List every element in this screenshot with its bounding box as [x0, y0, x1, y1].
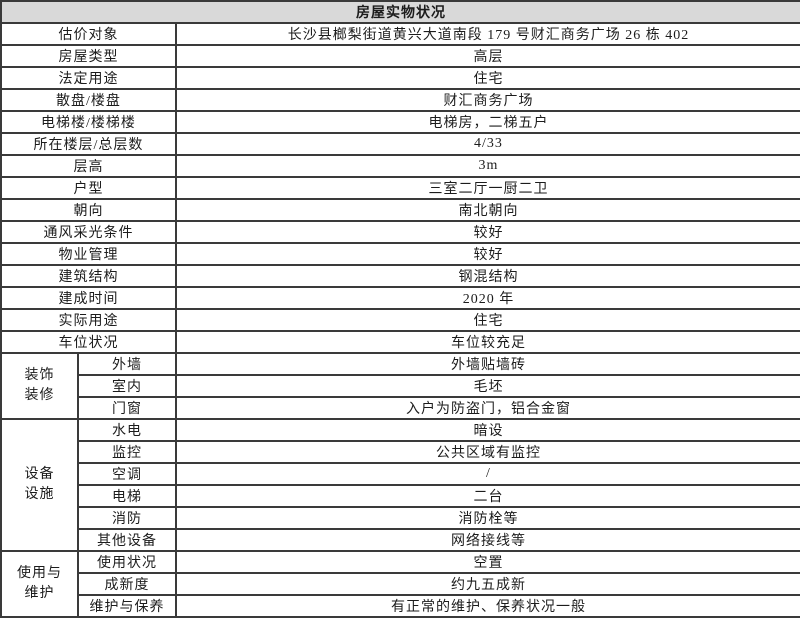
row-label: 房屋类型: [0, 44, 177, 68]
group-label: 装饰 装修: [0, 352, 79, 420]
row-label: 实际用途: [0, 308, 177, 332]
row-label: 户型: [0, 176, 177, 200]
row-value: 住宅: [175, 66, 800, 90]
row-value: 住宅: [175, 308, 800, 332]
table-row: 法定用途 住宅: [0, 66, 800, 90]
table-row: 成新度 约九五成新: [1, 572, 800, 596]
row-value: 4/33: [175, 132, 800, 156]
table-row: 建筑结构 钢混结构: [0, 264, 800, 288]
row-label: 建筑结构: [0, 264, 177, 288]
group-label-line: 装饰: [24, 367, 55, 383]
table-row: 室内 毛坯: [1, 374, 800, 398]
table-row: 维护与保养 有正常的维护、保养状况一般: [1, 594, 800, 618]
table-row: 电梯 二台: [1, 484, 800, 508]
group-label: 使用与 维护: [0, 550, 79, 618]
table-title: 房屋实物状况: [0, 0, 800, 24]
row-value: 约九五成新: [175, 572, 800, 596]
row-value: 空置: [175, 550, 800, 574]
group-label: 设备 设施: [0, 418, 79, 552]
row-sublabel: 维护与保养: [77, 594, 177, 618]
row-value: 暗设: [175, 418, 800, 442]
table-row: 物业管理 较好: [0, 242, 800, 266]
row-sublabel: 其他设备: [77, 528, 177, 552]
row-value: 较好: [175, 220, 800, 244]
row-value: 财汇商务广场: [175, 88, 800, 112]
table-title-row: 房屋实物状况: [0, 0, 800, 24]
row-sublabel: 使用状况: [77, 550, 177, 574]
row-value: 二台: [175, 484, 800, 508]
row-sublabel: 室内: [77, 374, 177, 398]
table-row: 户型 三室二厅一厨二卫: [0, 176, 800, 200]
row-sublabel: 水电: [77, 418, 177, 442]
row-label: 建成时间: [0, 286, 177, 310]
row-label: 法定用途: [0, 66, 177, 90]
row-value: 有正常的维护、保养状况一般: [175, 594, 800, 618]
group-label-line: 设施: [24, 487, 55, 502]
table-row: 朝向 南北朝向: [0, 198, 800, 222]
table-row: 散盘/楼盘 财汇商务广场: [0, 88, 800, 112]
row-value: 长沙县榔梨街道黄兴大道南段 179 号财汇商务广场 26 栋 402: [175, 22, 800, 46]
row-sublabel: 成新度: [77, 572, 177, 596]
row-label: 通风采光条件: [0, 220, 177, 244]
row-label: 车位状况: [0, 330, 177, 354]
table-row: 所在楼层/总层数 4/33: [0, 132, 800, 156]
table-row: 其他设备 网络接线等: [1, 528, 800, 552]
row-label: 估价对象: [0, 22, 177, 46]
row-label: 散盘/楼盘: [0, 88, 177, 112]
row-value: 3m: [175, 154, 800, 178]
row-sublabel: 监控: [77, 440, 177, 464]
row-value: 车位较充足: [175, 330, 800, 354]
row-value: 毛坯: [175, 374, 800, 398]
table-row: 实际用途 住宅: [0, 308, 800, 332]
table-row: 层高 3m: [0, 154, 800, 178]
row-sublabel: 空调: [77, 462, 177, 486]
group-label-line: 设备: [24, 466, 55, 482]
row-sublabel: 消防: [77, 506, 177, 530]
table-row: 空调 /: [1, 462, 800, 486]
row-value: 南北朝向: [175, 198, 800, 222]
table-row: 使用与 维护 使用状况 空置: [0, 550, 800, 618]
row-sublabel: 电梯: [77, 484, 177, 508]
row-sublabel: 外墙: [77, 352, 177, 376]
table-row: 房屋类型 高层: [0, 44, 800, 68]
row-value: /: [175, 462, 800, 486]
row-value: 2020 年: [175, 286, 800, 310]
table-row: 装饰 装修 外墙 外墙贴墙砖: [0, 352, 800, 420]
row-value: 公共区域有监控: [175, 440, 800, 464]
table-row: 通风采光条件 较好: [0, 220, 800, 244]
row-label: 所在楼层/总层数: [0, 132, 177, 156]
row-sublabel: 门窗: [77, 396, 177, 420]
table-row: 车位状况 车位较充足: [0, 330, 800, 354]
row-label: 电梯楼/楼梯楼: [0, 110, 177, 134]
row-value: 消防栓等: [175, 506, 800, 530]
row-value: 较好: [175, 242, 800, 266]
table-row: 估价对象 长沙县榔梨街道黄兴大道南段 179 号财汇商务广场 26 栋 402: [0, 22, 800, 46]
row-value: 网络接线等: [175, 528, 800, 552]
row-label: 层高: [0, 154, 177, 178]
group-label-line: 使用与: [17, 565, 62, 581]
row-value: 高层: [175, 44, 800, 68]
table-row: 门窗 入户为防盗门，铝合金窗: [1, 396, 800, 420]
row-value: 钢混结构: [175, 264, 800, 288]
table-row: 监控 公共区域有监控: [1, 440, 800, 464]
table-row: 电梯楼/楼梯楼 电梯房，二梯五户: [0, 110, 800, 134]
table-row: 消防 消防栓等: [1, 506, 800, 530]
group-label-line: 装修: [24, 388, 55, 403]
row-label: 朝向: [0, 198, 177, 222]
row-value: 外墙贴墙砖: [175, 352, 800, 376]
row-value: 电梯房，二梯五户: [175, 110, 800, 134]
row-label: 物业管理: [0, 242, 177, 266]
row-value: 三室二厅一厨二卫: [175, 176, 800, 200]
table-row: 设备 设施 水电 暗设: [0, 418, 800, 552]
table-row: 建成时间 2020 年: [0, 286, 800, 310]
row-value: 入户为防盗门，铝合金窗: [175, 396, 800, 420]
group-label-line: 维护: [24, 586, 55, 601]
